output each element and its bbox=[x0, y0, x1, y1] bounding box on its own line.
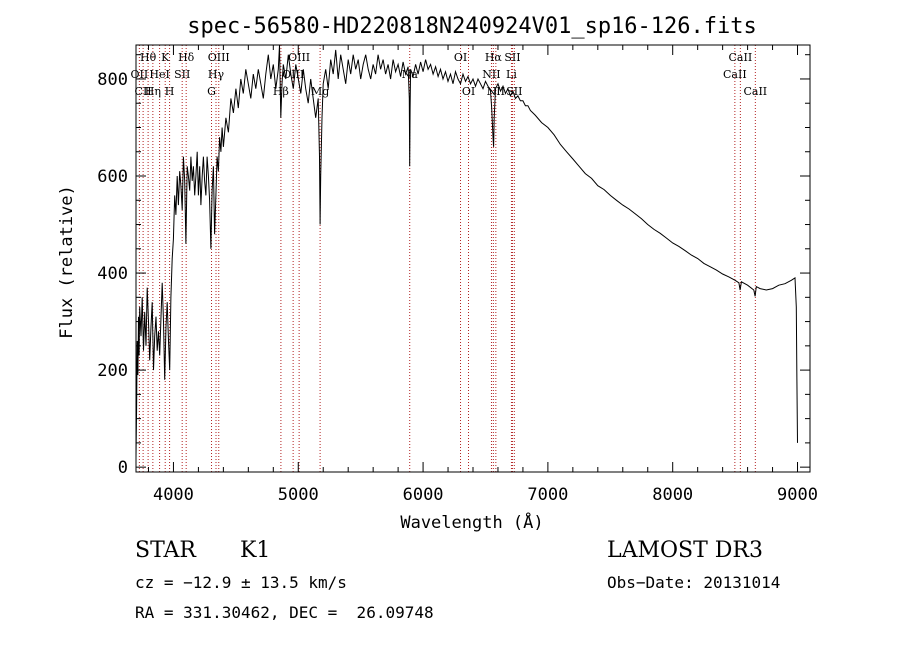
object-class: STAR bbox=[135, 538, 196, 563]
plot-frame bbox=[135, 44, 811, 473]
spectral-line-label: K bbox=[161, 51, 170, 64]
redshift-text: cz = −12.9 ± 13.5 km/s bbox=[135, 573, 347, 592]
spectral-line-label: Hγ bbox=[208, 68, 225, 81]
spectral-line-label: CaII bbox=[729, 51, 753, 64]
spectrum-line bbox=[135, 44, 798, 458]
obs-date: Obs−Date: 20131014 bbox=[607, 573, 781, 592]
spectral-line-label: OIII bbox=[288, 51, 310, 64]
x-tick-label: 7000 bbox=[527, 485, 568, 505]
spectral-line-label: Li bbox=[506, 68, 517, 81]
spectral-line-label: SII bbox=[504, 51, 520, 64]
x-tick-label: 5000 bbox=[278, 485, 319, 505]
x-tick-label: 6000 bbox=[403, 485, 444, 505]
spectral-line-label: OII bbox=[131, 68, 149, 81]
spectral-line-label: Hα bbox=[485, 51, 503, 64]
spectral-line-label: OIII bbox=[208, 51, 230, 64]
spectral-line-label: OI bbox=[454, 51, 467, 64]
x-axis-ticks: 4000 5000 6000 7000 8000 9000 bbox=[147, 45, 818, 505]
y-tick-label: 0 bbox=[118, 458, 128, 478]
spectral-line-label: Hβ bbox=[273, 85, 289, 98]
spectral-line-label: Hη bbox=[145, 85, 161, 98]
x-axis-label: Wavelength (Å) bbox=[400, 511, 543, 533]
x-tick-label: 4000 bbox=[153, 485, 194, 505]
y-tick-label: 400 bbox=[97, 264, 128, 284]
spectral-line-label: CaII bbox=[723, 68, 747, 81]
spectral-line-label: Hθ bbox=[140, 51, 157, 64]
spectral-line-label: Hδ bbox=[178, 51, 195, 64]
y-axis-ticks: 0 200 400 600 800 bbox=[97, 54, 810, 478]
chart-title: spec-56580-HD220818N240924V01_sp16-126.f… bbox=[187, 14, 757, 39]
spectral-line-label: NII bbox=[482, 68, 500, 81]
spectral-line-label: HeI bbox=[149, 68, 169, 81]
coordinates: RA = 331.30462, DEC = 26.09748 bbox=[135, 603, 434, 622]
spectral-line-label: OI bbox=[462, 85, 475, 98]
spectral-line-labels: Hθ OII CII K HeI Hη H Hδ SII OIII Hγ G OIII OIII Hβ Mg N… bbox=[131, 51, 768, 98]
y-tick-label: 200 bbox=[97, 361, 128, 381]
y-tick-label: 800 bbox=[97, 70, 128, 90]
spectral-line-label: CaII bbox=[743, 85, 767, 98]
object-subclass: K1 bbox=[240, 538, 271, 563]
y-tick-label: 600 bbox=[97, 167, 128, 187]
spectral-line-label: G bbox=[207, 85, 216, 98]
spectral-line-label: Na bbox=[402, 68, 419, 81]
spectral-line-label: Mg bbox=[311, 85, 329, 98]
spectral-line-markers bbox=[138, 45, 756, 472]
spectral-line-label: CII bbox=[135, 85, 152, 98]
x-tick-label: 8000 bbox=[652, 485, 693, 505]
survey-name: LAMOST DR3 bbox=[607, 538, 763, 563]
spectral-line-label: H bbox=[165, 85, 175, 98]
y-axis-label: Flux (relative) bbox=[57, 185, 77, 339]
spectral-line-label: OIII bbox=[282, 68, 304, 81]
x-tick-label: 9000 bbox=[777, 485, 818, 505]
spectral-line-label: SII bbox=[174, 68, 190, 81]
